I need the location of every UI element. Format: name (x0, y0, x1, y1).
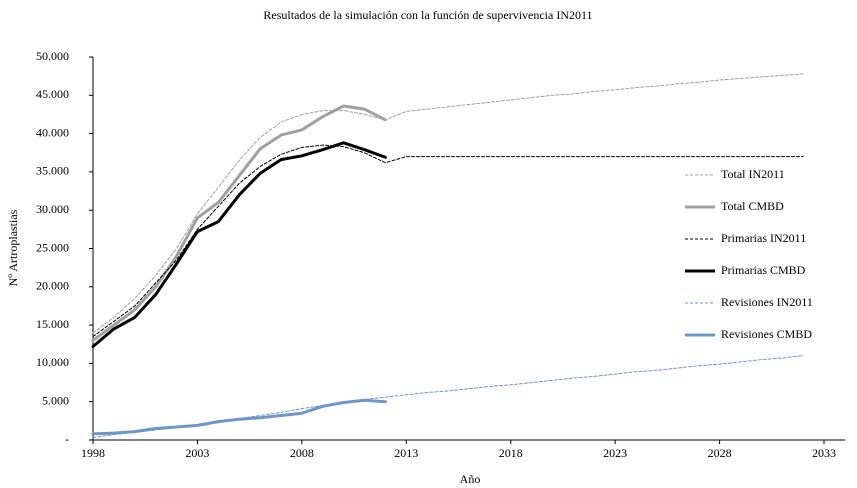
y-tick-label: 15.000 (36, 317, 69, 331)
y-tick-label: 45.000 (36, 87, 69, 101)
x-axis-label: Año (460, 472, 481, 486)
legend-label: Total CMBD (721, 199, 784, 213)
legend-label: Revisiones IN2011 (721, 295, 813, 309)
y-tick-label: 40.000 (36, 125, 69, 139)
series-line (91, 104, 387, 342)
series-line (91, 141, 387, 348)
legend-label: Primarias CMBD (721, 263, 806, 277)
chart-title: Resultados de la simulación con la funci… (263, 8, 592, 22)
x-tick-label: 2028 (708, 446, 732, 460)
y-tick-label: 35.000 (36, 164, 69, 178)
y-axis-label: Nº Artroplastias (6, 209, 20, 286)
series-line (92, 144, 804, 338)
y-tick-label: 50.000 (36, 49, 69, 63)
series-line (92, 355, 804, 439)
y-tick-label: - (65, 432, 69, 446)
x-tick-label: 2018 (499, 446, 523, 460)
y-tick-label: 25.000 (36, 240, 69, 254)
x-tick-label: 2023 (603, 446, 627, 460)
y-tick-label: 5.000 (42, 393, 69, 407)
y-tick-label: 10.000 (36, 355, 69, 369)
x-tick-label: 2013 (394, 446, 418, 460)
x-tick-label: 2003 (185, 446, 209, 460)
legend-label: Total IN2011 (721, 167, 785, 181)
x-tick-label: 2033 (812, 446, 836, 460)
legend-label: Primarias IN2011 (721, 231, 806, 245)
series-line (91, 398, 387, 436)
y-tick-label: 20.000 (36, 279, 69, 293)
legend-label: Revisiones CMBD (721, 327, 812, 341)
series-line (92, 73, 804, 334)
y-tick-label: 30.000 (36, 202, 69, 216)
x-tick-label: 2008 (290, 446, 314, 460)
x-tick-label: 1998 (81, 446, 105, 460)
